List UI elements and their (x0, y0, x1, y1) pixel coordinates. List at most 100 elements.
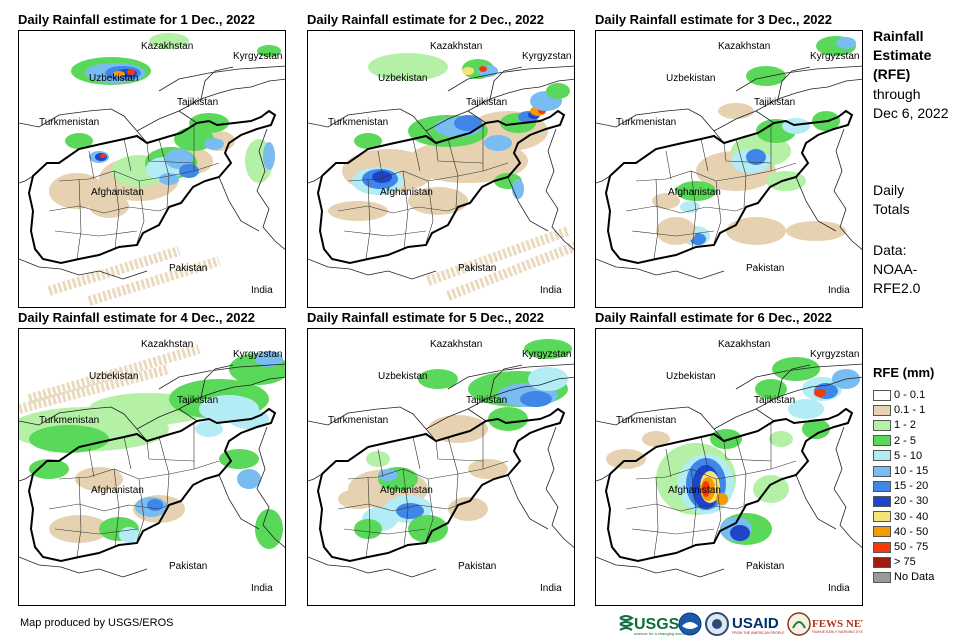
country-label-pakistan: Pakistan (746, 263, 785, 274)
rainfall-area (702, 481, 710, 497)
rainfall-area (255, 351, 283, 367)
drizzle-band (19, 364, 171, 414)
svg-text:USGS: USGS (634, 616, 680, 633)
rainfall-area (49, 515, 109, 543)
legend-item: 0 - 0.1 (873, 388, 925, 402)
country-label-kazakhstan: Kazakhstan (430, 339, 483, 350)
country-borders (596, 363, 862, 578)
legend-label: 10 - 15 (894, 465, 929, 477)
rainfall-area (100, 154, 106, 158)
rainfall-map: Kazakhstan Kyrgyzstan Uzbekistan Tajikistan… (595, 328, 863, 606)
rainfall-area (656, 217, 696, 245)
legend-title: RFE (mm) (873, 365, 935, 380)
legend-item: 15 - 20 (873, 479, 928, 493)
legend-swatch (873, 511, 891, 523)
afghanistan-border (316, 109, 566, 265)
afghanistan-border (604, 109, 854, 265)
country-label-india: India (540, 285, 562, 296)
rainfall-map-svg (596, 357, 862, 578)
rainfall-area (366, 451, 390, 467)
rainfall-area (528, 367, 568, 391)
rainfall-area (75, 467, 123, 491)
legend-swatch (873, 556, 891, 568)
rainfall-area (730, 525, 750, 541)
rainfall-area (718, 103, 754, 119)
country-label-uzbekistan: Uzbekistan (378, 371, 428, 382)
country-label-kyrgyzstan: Kyrgyzstan (810, 349, 860, 360)
through-date: through Dec 6, 2022 (873, 86, 949, 121)
drizzle-band (87, 256, 221, 306)
drizzle-band (47, 246, 181, 296)
legend-item: 50 - 75 (873, 540, 928, 554)
rainfall-area (454, 115, 482, 131)
rainfall-map: Kazakhstan Kyrgyzstan Uzbekistan Tajikistan… (18, 328, 286, 606)
rainfall-area (642, 431, 670, 447)
country-label-afghanistan: Afghanistan (380, 485, 433, 496)
country-label-afghanistan: Afghanistan (91, 485, 144, 496)
afghanistan-border (27, 407, 277, 563)
legend-swatch (873, 495, 891, 507)
rainfall-area (769, 431, 793, 447)
rainfall-area (328, 201, 388, 221)
country-label-kazakhstan: Kazakhstan (141, 339, 194, 350)
afghanistan-border (604, 407, 854, 563)
legend-label: 15 - 20 (894, 480, 929, 493)
rainfall-map-svg (19, 344, 285, 578)
drizzle-band (446, 241, 574, 301)
legend-swatch (873, 541, 891, 553)
svg-text:USAID: USAID (732, 615, 779, 632)
rainfall-area (520, 391, 552, 407)
legend-item: > 75 (873, 555, 916, 569)
country-label-afghanistan: Afghanistan (668, 187, 721, 198)
svg-text:FEWS NET: FEWS NET (812, 618, 863, 630)
rainfall-area (786, 221, 846, 241)
rainfall-area (676, 181, 716, 201)
afghanistan-border (27, 109, 277, 265)
legend-item: 1 - 2 (873, 418, 916, 432)
rainfall-area (149, 33, 189, 49)
country-label-turkmenistan: Turkmenistan (39, 117, 100, 128)
legend-item: No Data (873, 570, 934, 584)
country-label-kazakhstan: Kazakhstan (430, 41, 483, 52)
rainfall-map: Kazakhstan Kyrgyzstan Uzbekistan Tajikistan… (18, 30, 286, 308)
rainfall-area (408, 187, 468, 215)
legend-swatch (873, 389, 891, 401)
legend-item: 20 - 30 (873, 494, 928, 508)
rainfall-area (368, 53, 448, 81)
data-source: Data: NOAA- RFE2.0 (873, 242, 921, 296)
legend-label: 50 - 75 (894, 541, 929, 553)
country-label-india: India (251, 285, 273, 296)
legend-label: No Data (894, 571, 935, 584)
legend-item: 10 - 15 (873, 464, 928, 478)
side-title: Rainfall Estimate (RFE) (873, 28, 932, 82)
rainfall-area (195, 421, 223, 437)
rainfall-area (772, 357, 820, 381)
country-label-pakistan: Pakistan (169, 561, 208, 572)
country-label-pakistan: Pakistan (169, 263, 208, 274)
country-label-tajikistan: Tajikistan (177, 395, 219, 406)
rainfall-area (396, 503, 424, 519)
province-borders (625, 126, 797, 260)
legend-swatch (873, 571, 891, 583)
credit-text: Map produced by USGS/EROS (20, 617, 174, 629)
legend-label: 30 - 40 (894, 510, 929, 523)
rainfall-area (766, 171, 806, 191)
country-borders (308, 65, 574, 280)
rainfall-area (257, 45, 281, 57)
legend-label: 5 - 10 (894, 449, 923, 462)
rainfall-area (462, 67, 474, 75)
rainfall-area (113, 71, 125, 77)
country-label-pakistan: Pakistan (458, 263, 497, 274)
panel-title: Daily Rainfall estimate for 3 Dec., 2022 (595, 12, 832, 27)
rainfall-area (524, 339, 572, 359)
panel-title: Daily Rainfall estimate for 2 Dec., 2022 (307, 12, 544, 27)
legend-swatch (873, 450, 891, 462)
country-borders (596, 65, 862, 280)
rainfall-area (788, 399, 824, 419)
drizzle-band (27, 344, 201, 404)
country-label-kazakhstan: Kazakhstan (141, 41, 194, 52)
country-label-tajikistan: Tajikistan (466, 395, 508, 406)
state-seal-logo (705, 612, 729, 636)
rainfall-area (338, 489, 378, 509)
rainfall-map-svg (19, 33, 285, 306)
